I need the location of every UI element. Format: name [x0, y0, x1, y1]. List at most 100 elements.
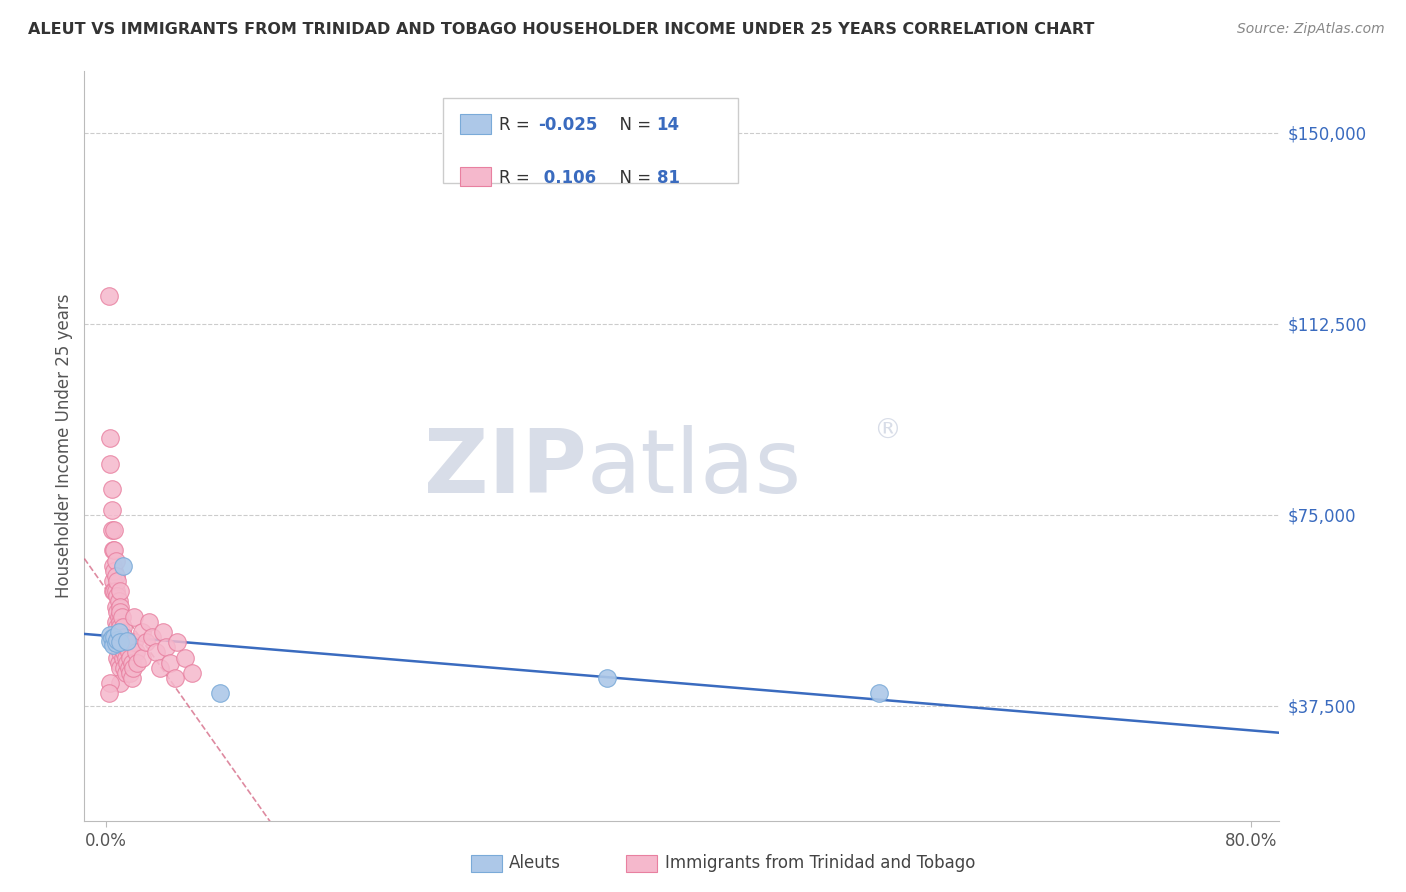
- Point: [159, 656, 181, 670]
- Point: [103, 564, 125, 578]
- Point: [108, 620, 131, 634]
- Point: [108, 676, 131, 690]
- Point: [138, 615, 160, 629]
- Point: [131, 625, 153, 640]
- Point: [149, 661, 172, 675]
- Point: [121, 671, 143, 685]
- Point: [114, 661, 136, 675]
- Point: [98, 634, 121, 648]
- Point: [145, 645, 167, 659]
- Point: [135, 635, 157, 649]
- Point: [107, 625, 129, 640]
- Point: [124, 609, 146, 624]
- Point: [152, 625, 174, 640]
- Text: Aleuts: Aleuts: [509, 855, 561, 872]
- Point: [101, 574, 124, 588]
- Point: [105, 605, 128, 619]
- Point: [103, 543, 125, 558]
- Point: [97, 288, 120, 302]
- Point: [107, 625, 129, 640]
- Point: [100, 502, 122, 516]
- Point: [104, 599, 127, 614]
- Point: [97, 686, 120, 700]
- Point: [104, 636, 127, 650]
- Text: N =: N =: [609, 116, 657, 134]
- Point: [122, 661, 145, 675]
- Point: [155, 640, 177, 655]
- Point: [98, 627, 121, 641]
- Point: [121, 656, 143, 670]
- Point: [111, 650, 134, 665]
- Text: Source: ZipAtlas.com: Source: ZipAtlas.com: [1237, 22, 1385, 37]
- Point: [110, 640, 132, 655]
- Point: [117, 634, 139, 648]
- Point: [180, 665, 202, 680]
- Text: ®: ®: [873, 417, 901, 445]
- Text: 81: 81: [657, 169, 679, 186]
- Point: [108, 599, 131, 614]
- Point: [141, 630, 163, 644]
- Y-axis label: Householder Income Under 25 years: Householder Income Under 25 years: [55, 293, 73, 599]
- Point: [98, 431, 121, 445]
- Text: ZIP: ZIP: [423, 425, 586, 512]
- Text: ALEUT VS IMMIGRANTS FROM TRINIDAD AND TOBAGO HOUSEHOLDER INCOME UNDER 25 YEARS C: ALEUT VS IMMIGRANTS FROM TRINIDAD AND TO…: [28, 22, 1094, 37]
- Point: [114, 630, 136, 644]
- Point: [104, 554, 127, 568]
- Point: [108, 645, 131, 659]
- Point: [105, 635, 128, 649]
- Text: atlas: atlas: [586, 425, 801, 512]
- Point: [103, 584, 125, 599]
- Point: [105, 620, 128, 634]
- Point: [115, 635, 138, 649]
- Point: [117, 640, 139, 655]
- Text: -0.025: -0.025: [538, 116, 598, 134]
- Point: [209, 686, 232, 700]
- Point: [111, 620, 134, 634]
- Point: [101, 543, 124, 558]
- Point: [115, 665, 138, 680]
- Point: [596, 671, 619, 685]
- Point: [108, 661, 131, 675]
- Point: [104, 584, 127, 599]
- Point: [104, 615, 127, 629]
- Point: [100, 523, 122, 537]
- Point: [111, 558, 134, 573]
- Text: 0.106: 0.106: [538, 169, 596, 186]
- Point: [108, 605, 131, 619]
- Point: [100, 483, 122, 497]
- Point: [120, 650, 142, 665]
- Point: [110, 609, 132, 624]
- Point: [105, 590, 128, 604]
- Point: [101, 584, 124, 599]
- Point: [163, 671, 186, 685]
- Point: [100, 631, 122, 645]
- Point: [868, 686, 890, 700]
- Point: [107, 656, 129, 670]
- Point: [131, 650, 153, 665]
- Point: [124, 635, 146, 649]
- Point: [118, 645, 141, 659]
- Text: R =: R =: [499, 116, 536, 134]
- Text: N =: N =: [609, 169, 657, 186]
- Point: [105, 574, 128, 588]
- Point: [108, 630, 131, 644]
- Point: [110, 625, 132, 640]
- Point: [118, 661, 141, 675]
- Point: [98, 457, 121, 471]
- Point: [166, 635, 188, 649]
- Point: [107, 640, 129, 655]
- Point: [107, 594, 129, 608]
- Point: [125, 645, 148, 659]
- Point: [104, 569, 127, 583]
- Point: [101, 558, 124, 573]
- Point: [120, 665, 142, 680]
- Point: [108, 615, 131, 629]
- Point: [98, 676, 121, 690]
- Point: [105, 632, 128, 647]
- Point: [173, 650, 195, 665]
- Point: [101, 638, 124, 652]
- Point: [107, 609, 129, 624]
- Point: [104, 630, 127, 644]
- Point: [105, 650, 128, 665]
- Point: [115, 650, 138, 665]
